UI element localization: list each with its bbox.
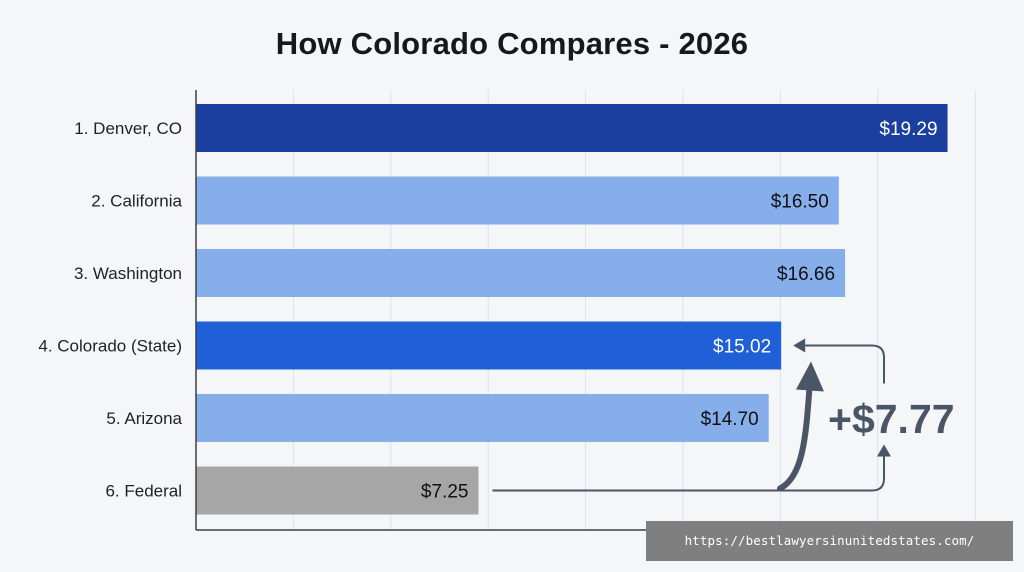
value-label: $14.70 [701, 409, 759, 430]
value-label: $15.02 [713, 337, 771, 358]
grid-layer [292, 90, 976, 530]
curved-arrowhead [796, 361, 824, 392]
arrowhead-up [877, 444, 891, 457]
category-labels: 1. Denver, CO 2. California 3. Washington 4… [38, 119, 182, 501]
category-label: 3. Washington [74, 264, 182, 283]
bar [196, 176, 839, 225]
category-label: 5. Arizona [106, 409, 182, 428]
bar [196, 466, 479, 515]
value-label: $16.66 [777, 264, 835, 285]
watermark-url: https://bestlawyersinunitedstates.com/ [646, 521, 1013, 561]
bar [196, 394, 769, 442]
category-label: 6. Federal [105, 482, 182, 501]
value-label: $19.29 [879, 119, 937, 140]
category-label: 4. Colorado (State) [38, 337, 182, 356]
value-label: $7.25 [421, 482, 469, 503]
bar [196, 321, 782, 370]
difference-label: +$7.77 [828, 396, 955, 442]
bar [196, 104, 948, 152]
annotation-layer: +$7.77 [492, 338, 955, 492]
arrowhead-left [793, 338, 806, 353]
chart-title: How Colorado Compares - 2026 [275, 26, 749, 61]
value-labels: $19.29 $16.50 $16.66 $15.02 $14.70 $7.25 [421, 119, 938, 503]
category-label: 2. California [91, 192, 182, 211]
curved-arrow [777, 378, 813, 492]
bars-layer [196, 104, 948, 515]
bracket-upper [805, 344, 885, 384]
bracket-lower [492, 452, 885, 492]
value-label: $16.50 [771, 192, 829, 213]
category-label: 1. Denver, CO [74, 119, 182, 138]
bar [196, 249, 846, 297]
